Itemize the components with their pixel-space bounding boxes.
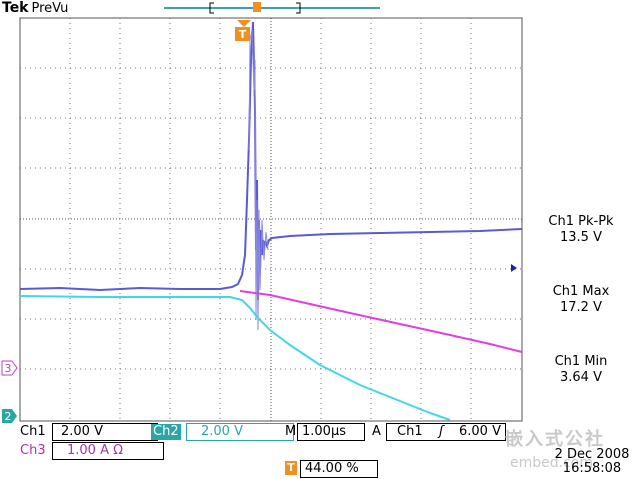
measurement-value: 13.5 V	[560, 230, 602, 245]
trigger-position-marker: T	[235, 20, 251, 41]
trigger-box[interactable]: Ch1 ʃ 6.00 V	[386, 423, 506, 441]
measurement-min: Ch1 Min 3.64 V	[523, 354, 639, 386]
ch3-ground-marker[interactable]: 3	[1, 360, 18, 376]
record-view-bar	[164, 2, 380, 14]
measurement-value: 3.64 V	[560, 370, 602, 385]
trigger-mode: A	[372, 424, 381, 439]
acquisition-mode: PreVu	[31, 1, 69, 16]
ch2-scale-box[interactable]: 2.00 V	[186, 423, 294, 441]
measurement-value: 17.2 V	[560, 300, 602, 315]
ch1-label: Ch1	[20, 424, 46, 439]
trigger-level-arrow[interactable]	[511, 264, 517, 272]
ch3-trace	[239, 290, 523, 353]
timebase-box[interactable]: 1.00µs	[297, 423, 365, 441]
measurement-label: Ch1 Pk-Pk	[548, 214, 614, 229]
ch2-label[interactable]: Ch2	[151, 424, 181, 440]
time-display: 16:58:08	[562, 461, 622, 476]
ch2-scale: 2.00 V	[201, 424, 243, 439]
date-display: 2 Dec 2008	[554, 447, 630, 462]
trigger-position: 44.00 %	[305, 461, 359, 476]
timebase-value: 1.00µs	[302, 424, 346, 439]
ch2-ground-marker[interactable]: 2	[2, 409, 17, 423]
trigger-marker-label: T	[239, 28, 247, 41]
ch2-marker-label: 2	[5, 410, 12, 423]
measurement-label: Ch1 Max	[552, 284, 610, 299]
brand-label: Tek PreVu	[2, 0, 68, 16]
brand-name: Tek	[2, 0, 29, 16]
measurement-max: Ch1 Max 17.2 V	[523, 284, 639, 316]
measurement-label: Ch1 Min	[554, 354, 608, 369]
timebase-label: M	[285, 424, 297, 439]
watermark-url: embed.com	[510, 455, 593, 471]
ch3-scale-box[interactable]: 1.00 A Ω	[52, 442, 164, 460]
ch3-scale: 1.00 A Ω	[67, 443, 124, 458]
ch3-label: Ch3	[20, 443, 46, 458]
graticule	[19, 17, 523, 422]
trigger-slope-icon: ʃ	[439, 424, 444, 439]
ch1-ringing	[248, 29, 269, 331]
trigger-position-box[interactable]: 44.00 %	[300, 460, 378, 478]
ch2-trace	[19, 295, 451, 421]
trigger-source: Ch1	[397, 424, 423, 439]
ch1-scale-box[interactable]: 2.00 V	[52, 423, 158, 441]
ch1-scale: 2.00 V	[61, 424, 103, 439]
watermark-logo: 嵌入式公社	[505, 429, 605, 450]
measurement-pk-pk: Ch1 Pk-Pk 13.5 V	[523, 214, 639, 246]
trigger-pos-icon: T	[285, 461, 297, 475]
ch3-marker-label: 3	[5, 362, 12, 375]
trigger-level: 6.00 V	[459, 424, 501, 439]
